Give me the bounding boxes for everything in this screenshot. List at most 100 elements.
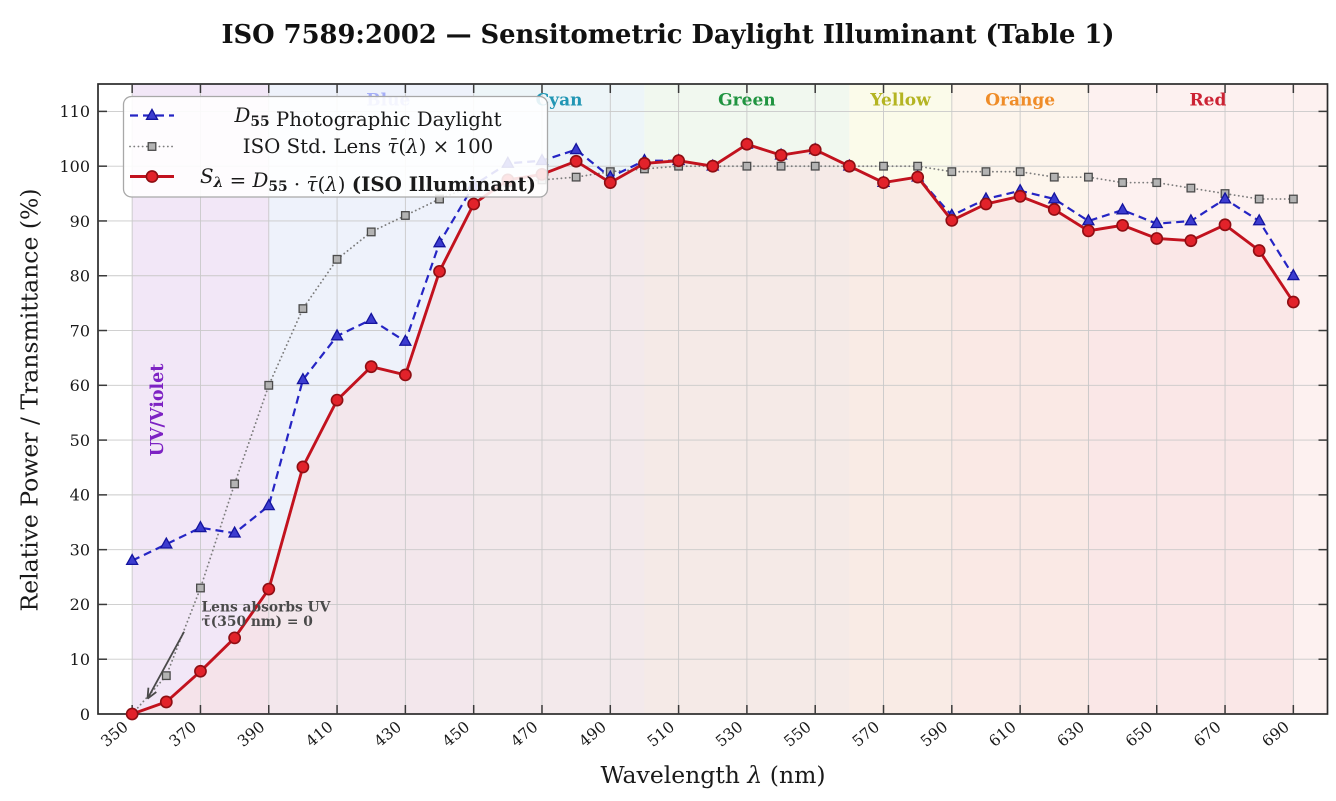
x-tick-label: 570 (849, 718, 883, 751)
chart-title: ISO 7589:2002 — Sensitometric Daylight I… (221, 20, 1114, 50)
marker-triangle (364, 312, 378, 325)
marker-circle (638, 157, 651, 170)
marker-circle (1184, 234, 1198, 248)
marker-circle (1286, 295, 1300, 309)
marker-triangle (1218, 191, 1232, 204)
text-segment: λ (213, 175, 224, 191)
marker-circle (1116, 218, 1129, 232)
y-tick-label: 70 (70, 321, 90, 340)
marker-triangle (1184, 213, 1198, 226)
marker-square (981, 167, 991, 177)
marker-circle (774, 148, 788, 162)
band-labels-layer: UV/VioletBlueCyanGreenYellowOrangeRed (148, 91, 1227, 457)
y-tick-label: 40 (70, 486, 90, 505)
marker-square (366, 227, 376, 237)
marker-square (196, 583, 205, 593)
marker-square (332, 254, 342, 264)
x-axis-label: Wavelength λ (nm) (600, 761, 825, 789)
marker-circle (706, 159, 720, 173)
marker-triangle (1150, 216, 1164, 229)
y-tick-label: 0 (80, 705, 90, 724)
marker-square (1186, 183, 1196, 193)
marker-circle (228, 631, 242, 645)
marker-circle (398, 368, 412, 382)
legend-box (122, 95, 549, 198)
y-tick-label: 10 (70, 650, 90, 669)
y-tick-label: 90 (70, 212, 90, 231)
marker-square (1083, 172, 1093, 182)
area-fill-layer (132, 144, 1294, 715)
marker-circle (159, 695, 173, 709)
marker-circle (1082, 224, 1095, 238)
marker-square (1015, 167, 1025, 177)
band-label-orange: Orange (985, 91, 1055, 111)
marker-circle (1047, 203, 1061, 216)
marker-triangle (1252, 213, 1266, 226)
marker-triangle (569, 142, 583, 155)
text-segment: Wavelength (600, 761, 747, 789)
text-segment: ( (398, 135, 406, 158)
marker-triangle (1115, 202, 1130, 215)
marker-square (810, 161, 820, 171)
marker-circle (1150, 232, 1164, 245)
marker-triangle (1286, 268, 1300, 281)
marker-triangle (125, 553, 139, 566)
marker-circle (945, 214, 959, 227)
legend-label-1: ISO Std. Lens τ̄(λ) × 100 (243, 135, 493, 158)
y-tick-label: 50 (70, 431, 90, 450)
text-segment: (nm) (762, 761, 825, 789)
marker-square (1288, 194, 1298, 204)
marker-square (161, 671, 171, 681)
marker-square (298, 304, 308, 314)
x-tick-label: 630 (1054, 718, 1088, 751)
annotation-arrow-shaft (146, 631, 185, 700)
marker-square (947, 167, 957, 177)
x-tick-label: 350 (97, 718, 131, 751)
area-under-illuminant-curve (132, 144, 1294, 715)
marker-square (264, 380, 274, 390)
text-segment: S (200, 165, 214, 188)
x-tick-label: 610 (985, 718, 1019, 751)
marker-circle (808, 143, 822, 157)
y-tick-label: 60 (70, 376, 90, 395)
marker-triangle (330, 328, 344, 341)
marker-circle (842, 159, 856, 173)
x-tick-label: 470 (507, 718, 541, 751)
marker-square (571, 172, 581, 182)
marker-circle (467, 197, 481, 211)
marker-triangle (159, 536, 173, 549)
marker-circle (1252, 244, 1266, 257)
text-segment: ( (317, 173, 325, 196)
x-tick-label: 390 (234, 718, 268, 751)
marker-square (400, 211, 410, 220)
x-tick-label: 550 (781, 718, 815, 751)
x-tick-label: 530 (712, 718, 746, 751)
marker-square (1118, 178, 1128, 188)
marker-circle (364, 360, 378, 374)
y-tick-label: 20 (70, 595, 90, 614)
marker-triangle (296, 372, 310, 385)
y-axis-label: Relative Power / Transmittance (%) (16, 188, 44, 611)
marker-circle (740, 137, 754, 151)
band-label-green: Green (718, 91, 775, 111)
x-tick-label: 430 (371, 718, 405, 751)
legend-marker-circle (145, 170, 159, 183)
text-segment: D (233, 104, 250, 127)
axes-frame-layer (97, 83, 1329, 715)
marker-triangle (262, 498, 276, 511)
y-tick-label: 100 (59, 157, 90, 176)
marker-triangle (398, 334, 412, 346)
marker-circle (569, 154, 583, 168)
x-tick-label: 450 (439, 718, 473, 751)
text-segment: = (223, 169, 252, 192)
text-segment: λ (746, 761, 762, 789)
marker-square (879, 161, 888, 171)
text-segment: τ̄ (387, 135, 399, 158)
text-segment: D (251, 169, 268, 192)
band-label-yellow: Yellow (869, 91, 931, 111)
text-segment: τ̄ (307, 173, 319, 196)
axes-frame (97, 83, 1329, 715)
marker-circle (911, 170, 925, 184)
